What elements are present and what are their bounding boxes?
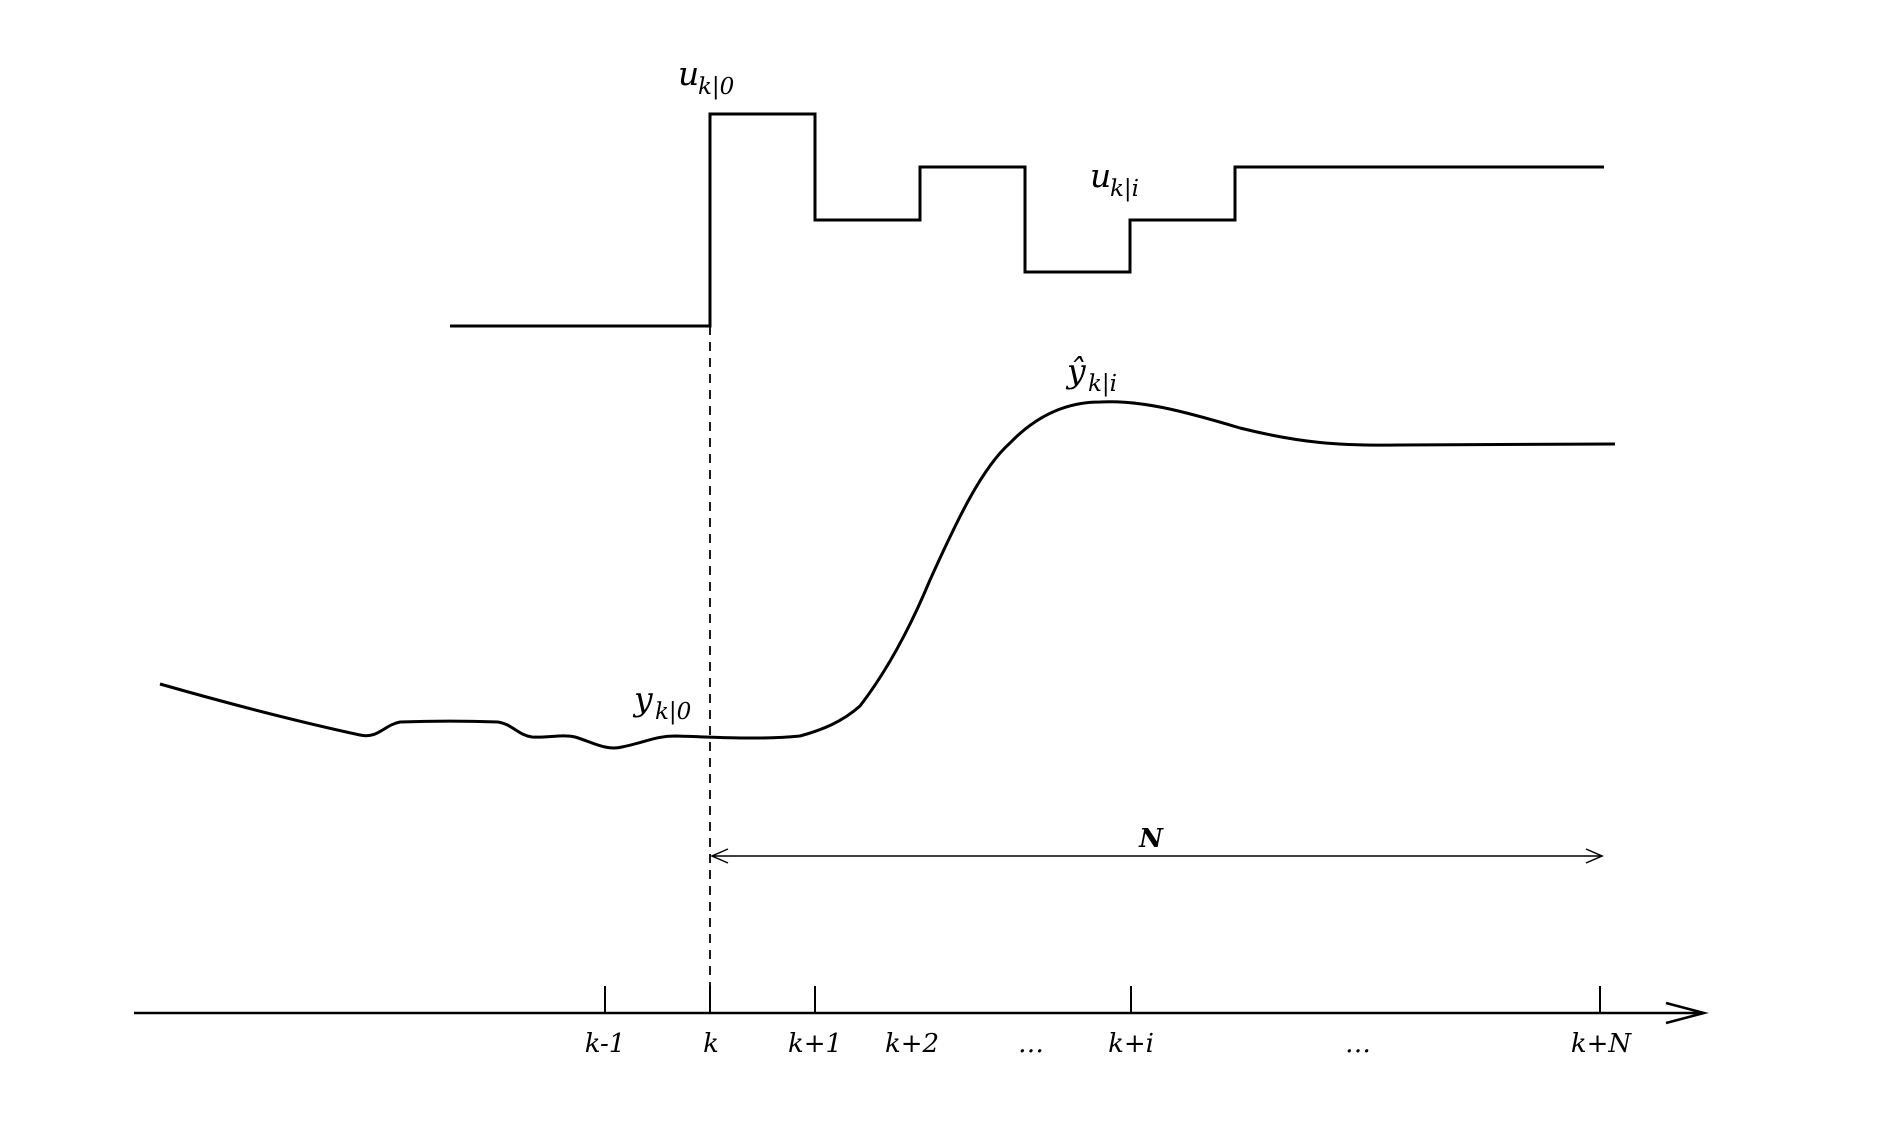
label-y-k0-subscript: k|0 [655,699,691,725]
time-axis-arrowhead [1665,1001,1709,1025]
label-yhat-ki: ŷ k|i [1065,351,1117,397]
label-u-k0-symbol: u [678,54,699,93]
label-u-k0-subscript: k|0 [698,74,734,100]
label-y-k0-symbol: y [632,679,653,718]
tick-label-k-plus-1: k+1 [788,1029,842,1059]
label-u-ki-symbol: u [1090,156,1111,195]
label-yhat-ki-subscript: k|i [1088,371,1117,397]
tick-label-ellipsis-2: … [1345,1029,1371,1059]
horizon-arrowhead-right [1585,848,1604,864]
label-yhat-ki-symbol: ŷ [1065,351,1086,390]
tick-label-k-plus-i: k+i [1108,1029,1154,1059]
tick-label-k-minus-1: k-1 [585,1029,626,1059]
control-input-signal [450,112,1604,328]
label-y-k0: y k|0 [632,679,691,725]
horizon-arrowhead-left [710,848,729,864]
output-curve [159,400,1616,750]
tick-label-k: k [703,1029,719,1059]
tick-label-k-plus-n: k+N [1571,1029,1633,1059]
tick-label-k-plus-2: k+2 [885,1029,939,1059]
horizon-label: N [1138,824,1164,854]
tick-label-ellipsis-1: … [1018,1029,1044,1059]
label-u-ki-subscript: k|i [1110,176,1139,202]
label-u-ki: u k|i [1090,156,1139,202]
label-u-k0: u k|0 [678,54,734,100]
